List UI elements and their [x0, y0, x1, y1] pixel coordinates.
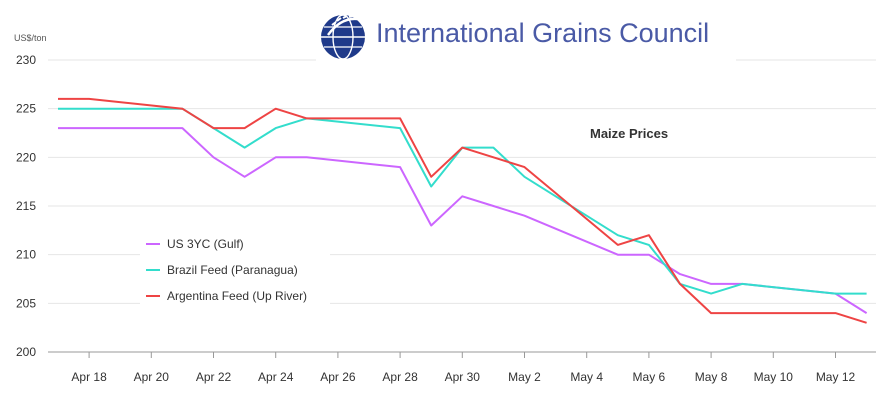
x-axis: Apr 18 Apr 20 Apr 22 Apr 24 Apr 26 Apr 28 Apr …: [48, 351, 876, 384]
x-tick-label: Apr 20: [134, 370, 170, 384]
x-tick-label: Apr 28: [382, 370, 418, 384]
igc-logo: International Grains Council: [316, 8, 736, 64]
y-tick-label: 230: [16, 53, 36, 67]
x-tick-label: May 12: [816, 370, 856, 384]
x-tick-label: Apr 22: [196, 370, 232, 384]
legend-label-us-3yc: US 3YC (Gulf): [167, 237, 244, 251]
y-axis-ticks: 200 205 210 215 220 225 230: [16, 53, 36, 359]
series-line-2: [58, 97, 867, 324]
legend-item-us-3yc: US 3YC (Gulf): [146, 234, 244, 254]
x-tick-label: May 10: [754, 370, 794, 384]
legend-label-brazil-feed: Brazil Feed (Paranagua): [167, 263, 298, 277]
series-lines: [58, 97, 868, 324]
y-tick-label: 210: [16, 248, 36, 262]
legend: US 3YC (Gulf) Brazil Feed (Paranagua) Ar…: [140, 228, 330, 312]
x-tick-label: Apr 24: [258, 370, 294, 384]
chart-title: Maize Prices: [590, 126, 668, 141]
legend-item-brazil-feed: Brazil Feed (Paranagua): [146, 260, 298, 280]
series-line-0: [58, 127, 868, 314]
y-tick-label: 200: [16, 345, 36, 359]
x-tick-label: May 8: [695, 370, 728, 384]
legend-swatch-us-3yc: [146, 243, 160, 245]
y-tick-label: 205: [16, 296, 36, 310]
legend-item-argentina-feed: Argentina Feed (Up River): [146, 286, 307, 306]
legend-swatch-argentina-feed: [146, 295, 160, 297]
y-tick-label: 225: [16, 102, 36, 116]
x-tick-label: Apr 26: [320, 370, 356, 384]
x-tick-label: Apr 30: [445, 370, 481, 384]
x-tick-label: May 2: [508, 370, 541, 384]
x-tick-label: May 4: [570, 370, 603, 384]
legend-label-argentina-feed: Argentina Feed (Up River): [167, 289, 308, 303]
wheat-globe-icon: [321, 14, 367, 60]
legend-swatch-brazil-feed: [146, 269, 160, 271]
x-tick-label: May 6: [633, 370, 666, 384]
x-tick-label: Apr 18: [71, 370, 107, 384]
y-axis-label: US$/ton: [14, 33, 47, 43]
logo-text: International Grains Council: [376, 18, 710, 48]
y-tick-label: 215: [16, 199, 36, 213]
y-tick-label: 220: [16, 150, 36, 164]
